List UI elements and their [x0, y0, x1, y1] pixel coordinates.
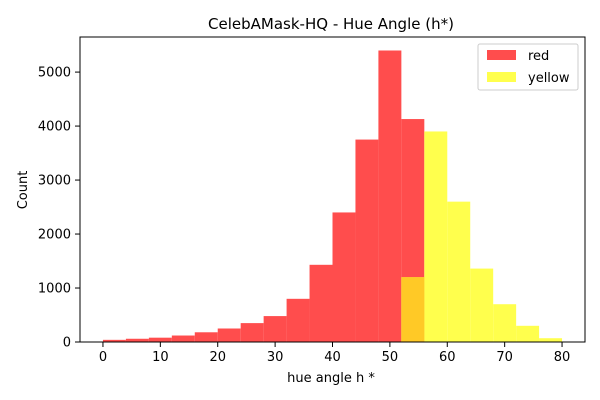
legend-label-red: red	[528, 49, 549, 64]
red-bar-3	[171, 335, 195, 342]
red-bar-9	[309, 264, 333, 342]
overlap-bar	[401, 277, 425, 342]
x-tick-label: 0	[99, 350, 107, 365]
red-bar-5	[217, 328, 241, 342]
red-bar-8	[286, 298, 310, 342]
legend-swatch-yellow	[487, 72, 516, 82]
y-tick-label: 3000	[38, 174, 71, 189]
y-tick-label: 2000	[38, 228, 71, 243]
x-tick-label: 60	[439, 350, 456, 365]
red-bar-7	[263, 316, 287, 342]
y-tick-label: 5000	[38, 66, 71, 81]
y-tick-label: 0	[63, 336, 71, 351]
overlap-bars	[401, 277, 425, 342]
x-axis-title: hue angle h *	[287, 371, 375, 386]
chart-title: CelebAMask-HQ - Hue Angle (h*)	[208, 15, 454, 33]
yellow-bar-4	[493, 304, 517, 342]
x-tick-label: 20	[209, 350, 226, 365]
red-series-bars	[102, 50, 425, 342]
x-tick-label: 50	[382, 350, 399, 365]
y-axis-ticks: 0 1000 2000 3000 4000 5000	[38, 66, 80, 351]
red-bar-12	[378, 50, 402, 342]
red-bar-6	[240, 323, 264, 342]
red-bar-10	[332, 212, 356, 342]
y-axis-title: Count	[16, 171, 31, 210]
y-tick-label: 4000	[38, 120, 71, 135]
yellow-bar-3	[470, 268, 494, 342]
yellow-bar-2	[447, 201, 471, 342]
red-bar-2	[148, 337, 172, 342]
yellow-bar-5	[516, 325, 540, 342]
red-bar-11	[355, 139, 379, 342]
legend: red yellow	[477, 43, 579, 91]
legend-swatch-red	[487, 50, 516, 60]
y-tick-label: 1000	[38, 282, 71, 297]
yellow-bar-6	[539, 338, 563, 342]
red-bar-4	[194, 332, 218, 342]
yellow-bar-1	[424, 131, 448, 342]
x-tick-label: 10	[152, 350, 169, 365]
x-tick-label: 30	[267, 350, 284, 365]
red-bar-1	[125, 338, 149, 342]
x-tick-label: 40	[324, 350, 341, 365]
x-tick-label: 80	[554, 350, 571, 365]
x-tick-label: 70	[496, 350, 513, 365]
red-bar-0	[102, 339, 126, 342]
legend-label-yellow: yellow	[528, 71, 570, 86]
x-axis-ticks: 0 10 20 30 40 50 60 70 80	[99, 342, 571, 365]
